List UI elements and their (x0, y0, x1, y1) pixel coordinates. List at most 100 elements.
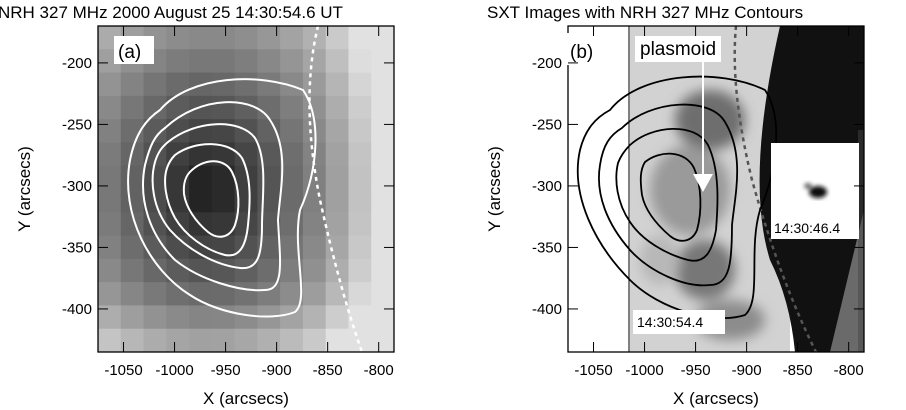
x-tick-label: -950 (211, 362, 241, 379)
contour-b-1 (576, 75, 778, 319)
x-tick-label: -1050 (104, 362, 142, 379)
contour-a-2 (142, 101, 284, 292)
heatmap-cell (120, 72, 145, 97)
heatmap-cell (234, 72, 258, 97)
heatmap-cell (211, 282, 236, 307)
heatmap-cell (257, 165, 281, 190)
heatmap-cell (325, 235, 350, 260)
heatmap-cell (143, 95, 167, 120)
panel-label-a: (a) (118, 42, 141, 63)
heatmap-cell (98, 258, 122, 283)
heatmap-cell (211, 258, 236, 283)
main-time: 14:30:54.4 (637, 314, 703, 330)
heatmap-cell (325, 95, 350, 120)
panel-a: -1050 -1000 -950 -900 -850 -800 -200 -250 -300 -3… (15, 25, 395, 408)
y-tick-label: -400 (62, 301, 92, 318)
heatmap-cell (325, 305, 350, 330)
heatmap-cell (189, 189, 213, 213)
heatmap-cell (280, 328, 304, 352)
plasmoid-label: plasmoid (640, 39, 716, 60)
x-tick-label: -900 (732, 362, 762, 379)
heatmap-cell (325, 258, 350, 283)
heatmap-cell (143, 165, 167, 190)
xlabel-b: X (arcsecs) (673, 389, 759, 408)
heatmap-cell (98, 282, 122, 307)
title-right: SXT Images with NRH 327 MHz Contours (487, 3, 803, 22)
plasmoid-label-box (635, 36, 721, 62)
heatmap-cell (371, 189, 394, 213)
heatmap-cell (371, 305, 394, 330)
heatmap-cell (280, 49, 304, 74)
heatmap-cell (325, 165, 350, 190)
heatmap-cell (98, 95, 122, 120)
heatmap-cell (280, 142, 304, 167)
inset-time: 14:30:46.4 (774, 220, 840, 236)
heatmap-cell (189, 26, 213, 50)
axes-frame-b (567, 25, 865, 353)
heatmap-cell (257, 282, 281, 307)
heatmap-cell (325, 26, 350, 50)
heatmap-cell (302, 305, 327, 330)
heatmap-cell (280, 282, 304, 307)
heatmap-cell (143, 258, 167, 283)
heatmap-cell (189, 142, 213, 167)
contour-b-2 (598, 103, 739, 287)
heatmap-cell (166, 282, 190, 307)
heatmap-cell (302, 235, 327, 260)
contours-b (576, 75, 778, 319)
heatmap-cell (98, 165, 122, 190)
contour-a-4 (164, 143, 251, 257)
heatmap-cell (257, 235, 281, 260)
heatmap-cell (189, 258, 213, 283)
heatmap-cell (348, 305, 372, 330)
heatmap-cell (189, 165, 213, 190)
heatmap-cell (234, 282, 258, 307)
y-tick-label: -350 (532, 239, 562, 256)
heatmap-cell (348, 26, 372, 50)
dark-region-edge (830, 210, 864, 352)
heatmap-cell (166, 305, 190, 330)
heatmap-cell (98, 119, 122, 144)
heatmap-cell (166, 119, 190, 144)
heatmap-cell (302, 49, 327, 74)
heatmap-cell (120, 142, 145, 167)
y-tick-label: -200 (62, 55, 92, 72)
heatmap-cell (302, 189, 327, 213)
contour-a-1 (127, 78, 317, 318)
heatmap-cell (302, 72, 327, 97)
heatmap-cell (166, 26, 190, 50)
x-tick-label: -900 (262, 362, 292, 379)
heatmap-cell (280, 165, 304, 190)
heatmap-cell (325, 119, 350, 144)
heatmap-cell (348, 189, 372, 213)
heatmap-cell (234, 305, 258, 330)
heatmap-cell (211, 305, 236, 330)
contours-a (127, 78, 317, 318)
heatmap-cell (211, 165, 236, 190)
heatmap-cell (234, 26, 258, 50)
heatmap-cell (348, 49, 372, 74)
heatmap-cell (257, 26, 281, 50)
heatmap-cell (325, 328, 350, 352)
heatmap-cell (98, 305, 122, 330)
x-tick-label: -950 (681, 362, 711, 379)
heatmap-cell (371, 212, 394, 237)
contour-a-5 (182, 160, 240, 238)
heatmap-cell (257, 212, 281, 237)
contour-b-3 (615, 127, 719, 262)
heatmap-cell (120, 189, 145, 213)
heatmap-cell (302, 95, 327, 120)
axes-frame-a (97, 25, 395, 353)
heatmap-cell (257, 258, 281, 283)
heatmap-cell (325, 189, 350, 213)
x-tick-label: -1000 (155, 362, 193, 379)
heatmap-cell (189, 282, 213, 307)
heatmap-cell (302, 212, 327, 237)
heatmap-cell (211, 212, 236, 237)
panel-label-box-a (114, 36, 154, 64)
heatmap-cell (211, 189, 236, 213)
heatmap-cell (120, 258, 145, 283)
heatmap-cell (211, 49, 236, 74)
y-tick-label: -250 (62, 116, 92, 133)
heatmap-cell (211, 119, 236, 144)
